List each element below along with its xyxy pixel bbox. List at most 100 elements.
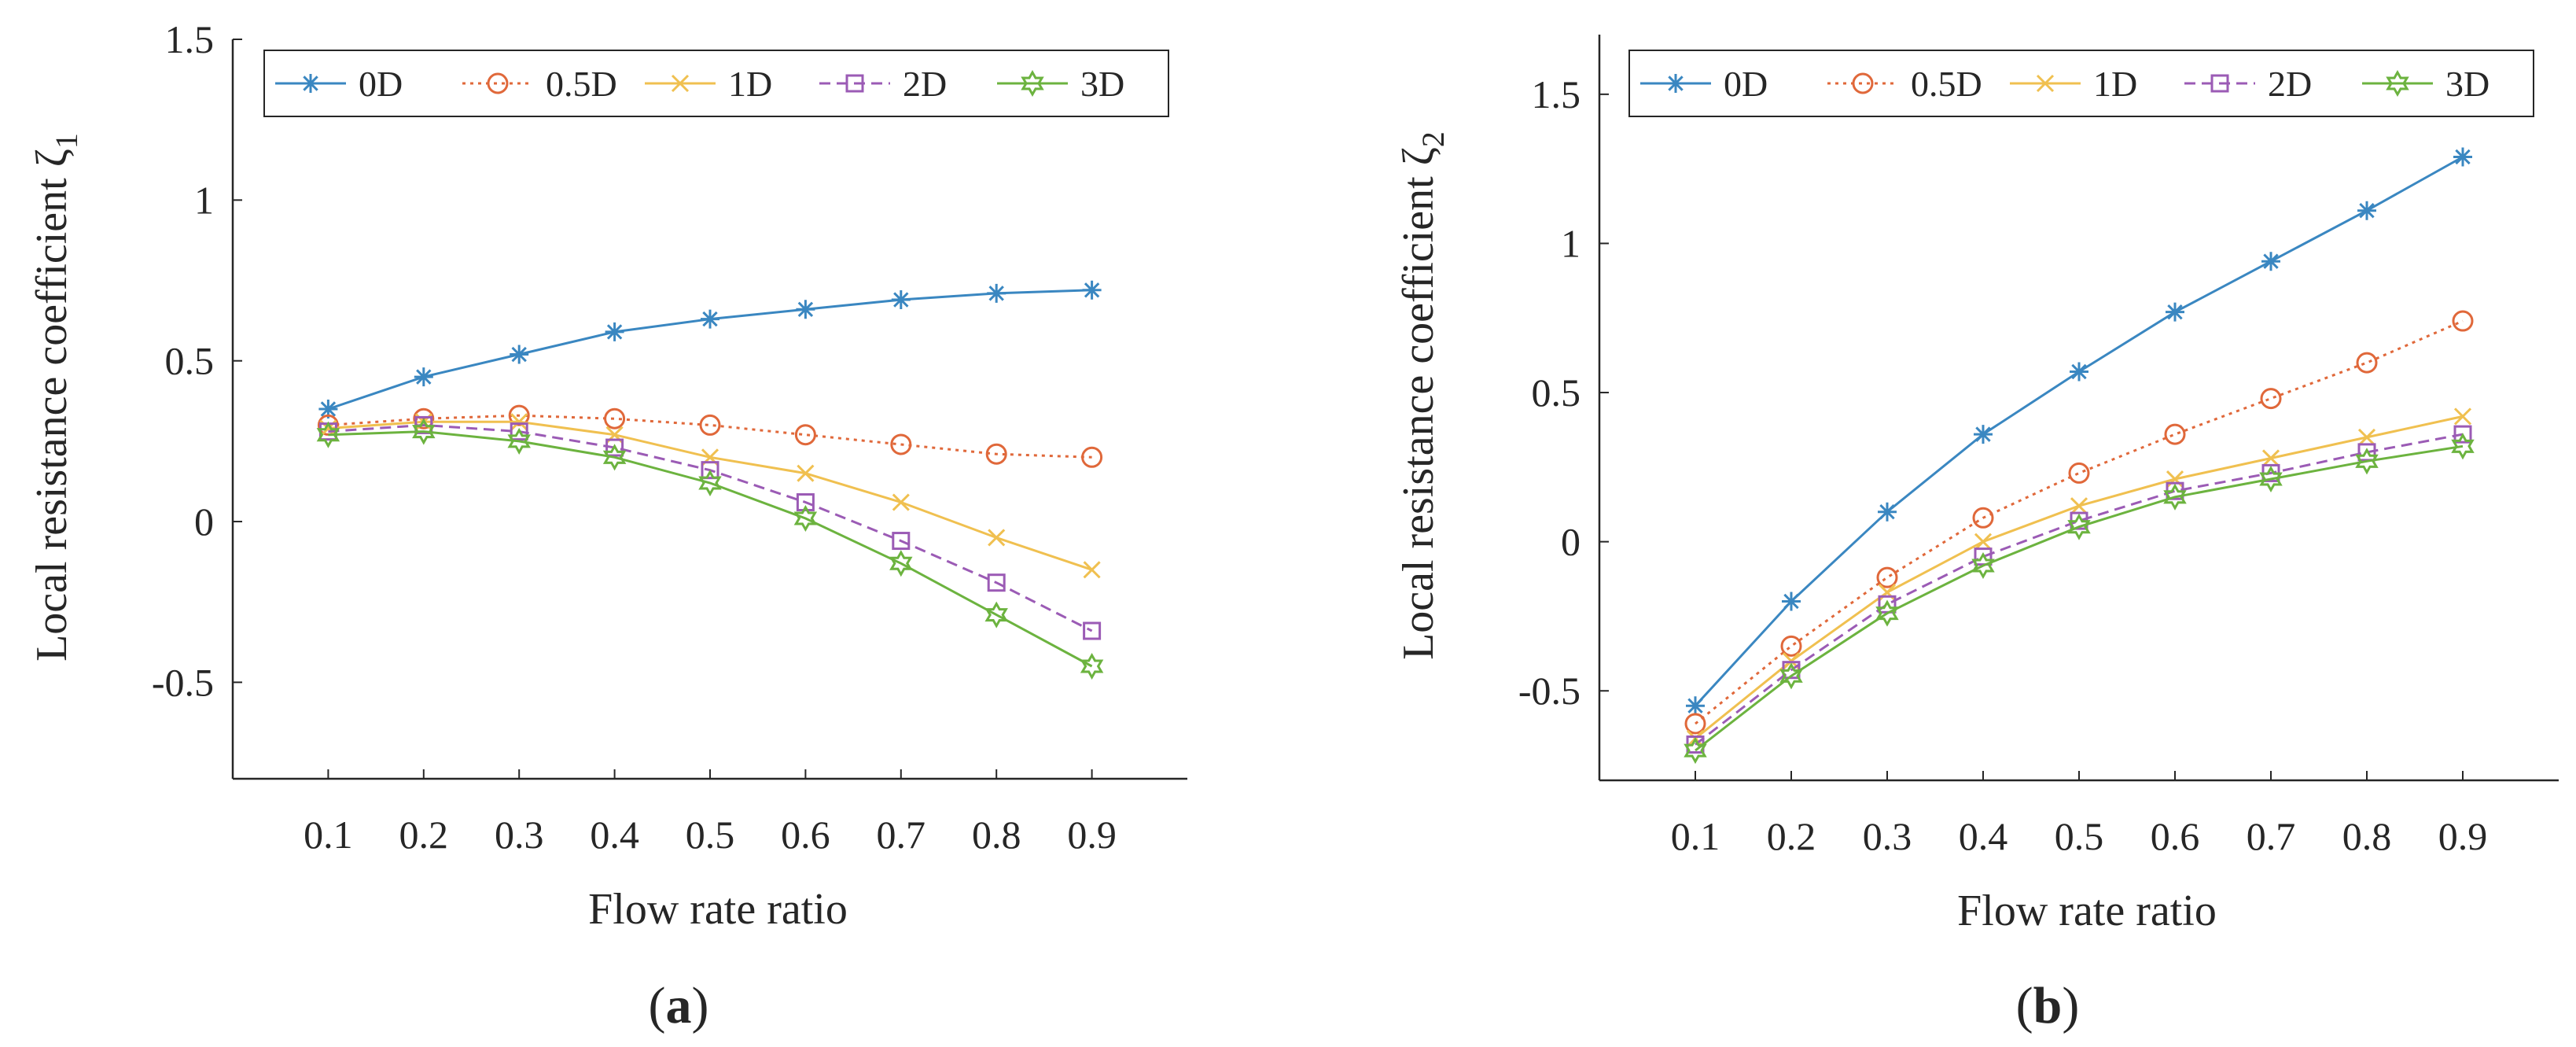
data-point [510,422,528,441]
data-point [2261,252,2280,271]
data-point [1686,696,1705,716]
data-point [796,493,815,512]
legend-label: 2D [2268,64,2312,104]
data-point [413,407,435,429]
x-tick-label: 0.9 [2438,814,2488,858]
data-point [796,300,815,319]
x-tick-label: 0.3 [1863,814,1912,858]
data-point [1971,551,1995,580]
legend: 0D 0.5D 1D 2D 3D [1628,50,2534,117]
y-axis-title-subscript: 1 [49,133,84,149]
legend-label: 0D [359,64,403,104]
data-point [2164,423,2186,445]
legend-marker [671,74,690,93]
legend-marker [2210,74,2229,93]
data-point [1083,561,1101,579]
series-1D [1686,407,2472,747]
legend-label: 1D [2093,64,2137,104]
legend-marker [1852,72,1874,94]
data-point [793,504,818,533]
panel-label: (b) [2016,977,2080,1034]
data-point [889,550,913,577]
y-tick-label: 1.5 [165,17,215,61]
y-tick-label: 0.5 [165,339,215,383]
data-point [2068,462,2090,484]
x-tick-label: 0.1 [1671,814,1720,858]
legend-label: 0.5D [1911,64,1982,104]
legend-marker [2036,74,2055,93]
data-point [1081,446,1103,468]
data-point [892,532,911,551]
series-line [1695,319,2464,725]
chart-panel-a: 0.1 0.2 0.3 0.4 0.5 0.6 0.7 0.8 0.9 -0.5 0 0.5 1 1.5 F… [28,17,1187,1034]
data-point [1974,425,1993,444]
data-point [1782,592,1801,611]
y-tick-label: -0.5 [1518,669,1581,713]
x-tick-label: 0.5 [686,813,735,857]
x-tick-label: 0.9 [1067,813,1117,857]
data-point [698,469,722,497]
data-point [2260,388,2282,410]
y-axis-title: Local resistance coefficient ζ2 [1394,131,1451,660]
series-line [1695,444,2464,752]
series-line [328,430,1093,668]
data-point [507,427,531,455]
x-tick-label: 0.7 [2247,814,2296,858]
y-tick-label: 1.5 [1532,72,1581,116]
series-0.5D [1684,310,2474,735]
data-point [2452,310,2474,332]
data-point [2070,497,2088,515]
series-line [328,414,1092,459]
data-point [510,413,528,431]
x-tick-label: 0.7 [877,813,926,857]
data-point [1082,280,1102,300]
data-point [701,309,719,329]
data-point [1684,737,1707,765]
y-axis-title-subscript: 2 [1415,131,1451,147]
x-tick-label: 0.2 [399,813,449,857]
legend-label: 1D [728,64,772,104]
x-tick-label: 0.4 [590,813,639,857]
data-point [1780,635,1802,657]
legend-box [263,50,1169,117]
data-point [891,290,911,310]
panel-label: (a) [649,977,709,1034]
x-tick-label: 0.4 [1959,814,2008,858]
data-point [604,407,626,429]
y-axis-title-text: Local resistance coefficient ζ [28,149,76,662]
data-point [2163,483,2187,511]
series-0D [318,280,1102,418]
data-point [2355,448,2379,475]
y-tick-label: 1 [194,178,214,222]
data-point [984,601,1008,629]
legend-marker [487,72,509,94]
data-point [2357,201,2376,220]
y-tick-label: 0 [1561,520,1581,564]
series-2D [318,415,1102,640]
x-tick-label: 0.8 [2342,814,2392,858]
data-point [987,573,1006,592]
data-point [1876,566,1898,588]
legend-marker [2386,69,2409,98]
series-line [1695,433,2464,746]
series-line [327,289,1092,411]
data-point [414,367,433,387]
data-point [2261,449,2280,467]
y-tick-label: 0 [194,500,214,544]
data-point [2453,407,2472,426]
data-point [2453,425,2472,444]
series-line [1694,156,2464,707]
data-point [1779,662,1803,690]
panel-letter: b [2033,977,2063,1034]
data-point [510,345,529,364]
legend-marker [301,74,320,93]
x-tick-label: 0.8 [972,813,1021,857]
x-tick-label: 0.2 [1767,814,1816,858]
legend-label: 0.5D [546,64,617,104]
legend-label: 0D [1724,64,1768,104]
data-point [2356,352,2378,374]
data-point [318,400,338,418]
data-point [1080,652,1104,680]
